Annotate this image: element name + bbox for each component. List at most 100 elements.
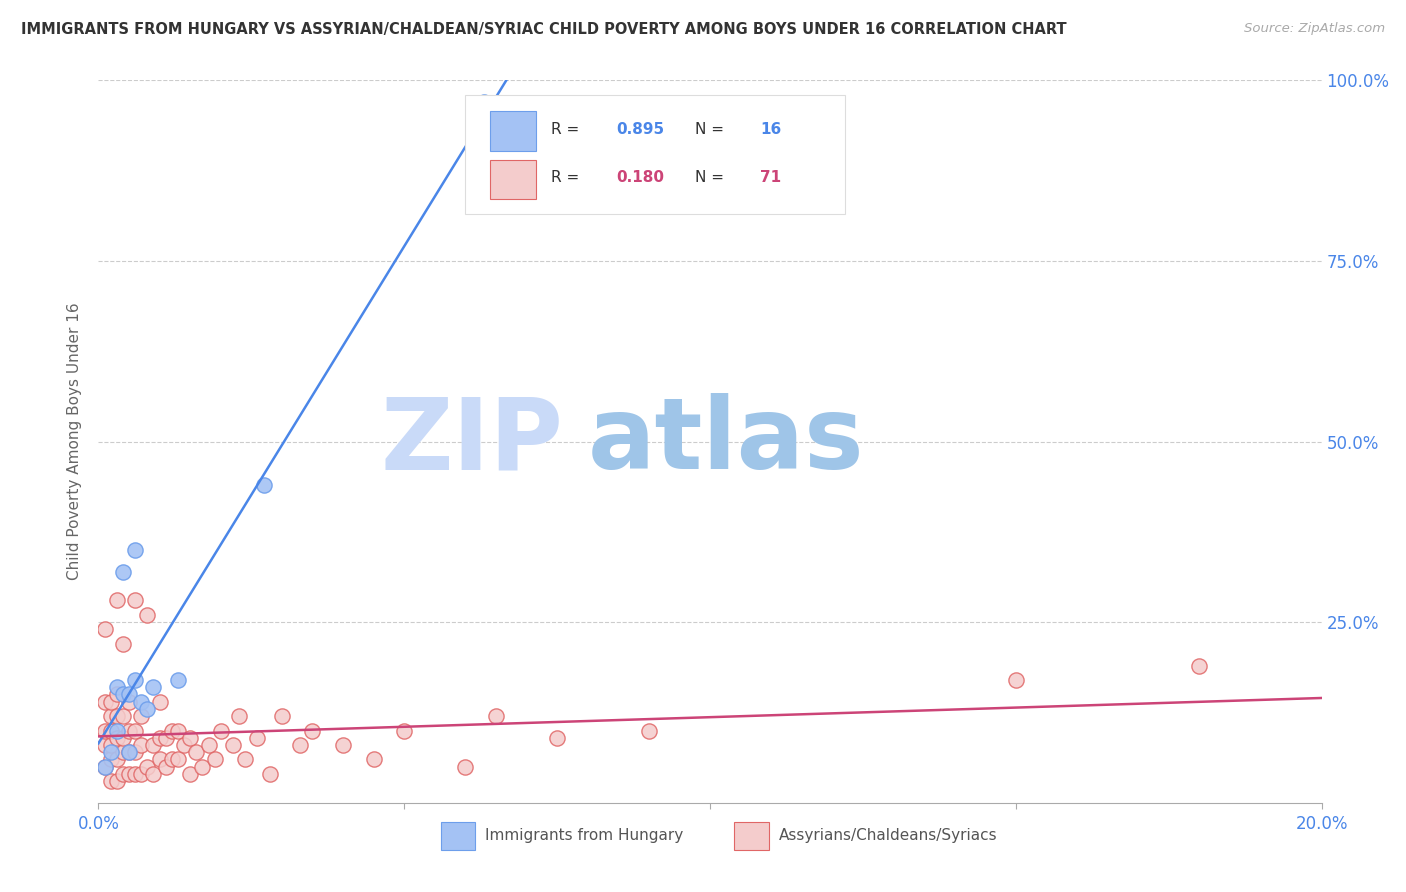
Point: [100, 695, 122, 709]
Point: [105, 709, 128, 723]
Bar: [734, 822, 769, 850]
Point: [111, 731, 134, 745]
Text: 71: 71: [761, 170, 782, 186]
Point: [270, 709, 292, 723]
Point: [100, 752, 122, 766]
Point: [155, 760, 177, 774]
Point: [118, 745, 141, 759]
Point: [179, 767, 201, 781]
Bar: [441, 822, 475, 850]
Y-axis label: Child Poverty Among Boys Under 16: Child Poverty Among Boys Under 16: [67, 302, 83, 581]
Point: [124, 593, 146, 607]
Point: [100, 745, 122, 759]
Text: Source: ZipAtlas.com: Source: ZipAtlas.com: [1244, 22, 1385, 36]
Point: [111, 687, 134, 701]
Point: [222, 738, 245, 752]
Point: [118, 687, 141, 701]
Point: [191, 760, 214, 774]
Text: N =: N =: [696, 170, 730, 186]
Point: [167, 752, 190, 766]
Point: [118, 723, 141, 738]
Point: [186, 745, 208, 759]
Text: IMMIGRANTS FROM HUNGARY VS ASSYRIAN/CHALDEAN/SYRIAC CHILD POVERTY AMONG BOYS UND: IMMIGRANTS FROM HUNGARY VS ASSYRIAN/CHAL…: [21, 22, 1067, 37]
Point: [332, 738, 354, 752]
Point: [118, 745, 141, 759]
Point: [246, 731, 269, 745]
Point: [111, 709, 134, 723]
Point: [124, 673, 146, 687]
Point: [124, 542, 146, 557]
Point: [100, 709, 122, 723]
Point: [111, 767, 134, 781]
Point: [93, 738, 115, 752]
Point: [93, 760, 115, 774]
Point: [118, 767, 141, 781]
Text: Assyrians/Chaldeans/Syriacs: Assyrians/Chaldeans/Syriacs: [779, 828, 997, 843]
Point: [1188, 658, 1211, 673]
Point: [155, 731, 177, 745]
Point: [149, 731, 172, 745]
Point: [142, 680, 165, 694]
Text: atlas: atlas: [588, 393, 865, 490]
Point: [129, 767, 152, 781]
Point: [301, 723, 323, 738]
Point: [105, 774, 128, 789]
Point: [111, 565, 134, 579]
Point: [233, 752, 256, 766]
Point: [124, 767, 146, 781]
Point: [149, 695, 172, 709]
Point: [363, 752, 385, 766]
Point: [129, 738, 152, 752]
Text: Immigrants from Hungary: Immigrants from Hungary: [485, 828, 683, 843]
Point: [118, 695, 141, 709]
FancyBboxPatch shape: [465, 95, 845, 214]
Point: [129, 695, 152, 709]
Point: [197, 738, 219, 752]
Point: [111, 745, 134, 759]
Point: [105, 593, 128, 607]
Text: 0.895: 0.895: [616, 122, 664, 136]
Point: [290, 738, 312, 752]
Text: ZIP: ZIP: [381, 393, 564, 490]
Text: 16: 16: [761, 122, 782, 136]
Bar: [489, 112, 536, 151]
Point: [136, 702, 159, 716]
Point: [124, 723, 146, 738]
Point: [129, 709, 152, 723]
Text: 0.180: 0.180: [616, 170, 664, 186]
Point: [228, 709, 250, 723]
Point: [454, 760, 477, 774]
Point: [209, 723, 232, 738]
Point: [93, 760, 115, 774]
Point: [637, 723, 661, 738]
Point: [124, 745, 146, 759]
Point: [105, 687, 128, 701]
Point: [93, 695, 115, 709]
Point: [100, 723, 122, 738]
Point: [93, 723, 115, 738]
Point: [105, 723, 128, 738]
Text: R =: R =: [551, 122, 583, 136]
Point: [111, 637, 134, 651]
Point: [160, 752, 183, 766]
Point: [136, 760, 159, 774]
Point: [259, 767, 281, 781]
Point: [105, 752, 128, 766]
Bar: [489, 160, 536, 200]
Point: [546, 731, 568, 745]
Point: [149, 752, 172, 766]
Point: [472, 95, 495, 109]
Text: R =: R =: [551, 170, 583, 186]
Point: [167, 673, 190, 687]
Point: [142, 738, 165, 752]
Point: [204, 752, 226, 766]
Point: [1004, 673, 1026, 687]
Point: [136, 607, 159, 622]
Point: [142, 767, 165, 781]
Point: [179, 731, 201, 745]
Point: [160, 723, 183, 738]
Point: [485, 709, 508, 723]
Point: [252, 478, 274, 492]
Point: [392, 723, 416, 738]
Text: N =: N =: [696, 122, 730, 136]
